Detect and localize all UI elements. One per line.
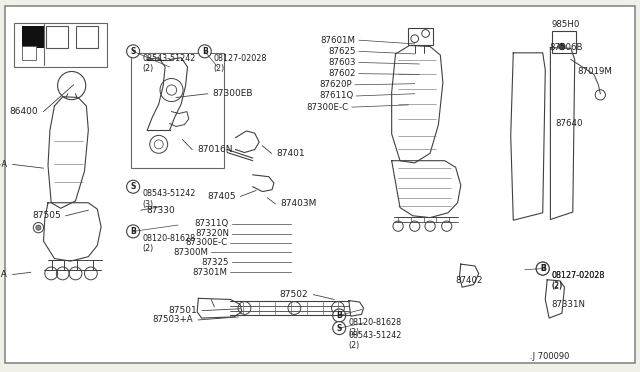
Text: 87620P: 87620P	[319, 80, 352, 89]
Text: B: B	[337, 311, 342, 320]
Text: 87402: 87402	[456, 276, 483, 285]
Text: 87611Q: 87611Q	[319, 92, 353, 100]
Text: 08127-02028
(2): 08127-02028 (2)	[552, 271, 605, 291]
Circle shape	[127, 225, 140, 238]
Text: 87602: 87602	[328, 69, 356, 78]
Text: 87506B: 87506B	[549, 43, 582, 52]
Text: B: B	[202, 47, 207, 56]
Text: S: S	[131, 47, 136, 56]
Text: 87325: 87325	[202, 258, 229, 267]
Text: 87503+A: 87503+A	[153, 315, 193, 324]
Text: S: S	[337, 324, 342, 333]
Bar	[552, 31, 576, 53]
Text: 985H0: 985H0	[552, 20, 580, 29]
Text: S: S	[131, 182, 136, 191]
Text: 08120-81628
(2): 08120-81628 (2)	[348, 318, 401, 337]
Text: 87501A: 87501A	[0, 270, 8, 279]
Circle shape	[559, 43, 565, 50]
Text: 87405: 87405	[207, 192, 236, 201]
Bar	[22, 46, 36, 60]
Circle shape	[127, 45, 140, 58]
Bar	[76, 26, 97, 48]
Text: 87401: 87401	[276, 149, 305, 158]
Text: 08127-02028
(2): 08127-02028 (2)	[552, 271, 605, 290]
Text: 87311Q: 87311Q	[195, 219, 229, 228]
Text: 87300E-C: 87300E-C	[185, 238, 227, 247]
Text: 87505+A: 87505+A	[0, 160, 8, 169]
Circle shape	[333, 309, 346, 322]
Text: 87625: 87625	[328, 47, 356, 56]
Text: 87501: 87501	[168, 306, 197, 315]
Circle shape	[333, 322, 346, 334]
Text: 87640: 87640	[556, 119, 583, 128]
Text: 87300EB: 87300EB	[212, 89, 253, 98]
Bar	[131, 53, 224, 168]
Bar	[22, 26, 44, 48]
Text: 87301M: 87301M	[192, 268, 227, 277]
Text: 08543-51242
(2): 08543-51242 (2)	[142, 54, 195, 73]
Text: 08120-81628
(2): 08120-81628 (2)	[142, 234, 195, 253]
Text: 87502: 87502	[280, 290, 308, 299]
Text: B: B	[540, 264, 545, 273]
Circle shape	[536, 262, 549, 275]
Bar	[14, 23, 107, 67]
Text: 87016N: 87016N	[197, 145, 232, 154]
Text: 87019M: 87019M	[577, 67, 612, 76]
Text: 87331N: 87331N	[552, 300, 586, 309]
Circle shape	[36, 225, 41, 230]
Text: B: B	[131, 227, 136, 236]
Text: 86400: 86400	[10, 107, 38, 116]
Text: 87300E-C: 87300E-C	[307, 103, 349, 112]
Bar	[408, 28, 433, 45]
Text: .J 700090: .J 700090	[530, 352, 570, 361]
Text: 08543-51242
(2): 08543-51242 (2)	[348, 331, 401, 350]
Text: 87603: 87603	[328, 58, 356, 67]
Text: 87330: 87330	[146, 206, 175, 215]
Text: 87320N: 87320N	[195, 229, 229, 238]
Text: 87403M: 87403M	[280, 199, 317, 208]
Text: 87300M: 87300M	[173, 248, 208, 257]
Text: 08127-02028
(2): 08127-02028 (2)	[214, 54, 267, 73]
Text: 08543-51242
(3): 08543-51242 (3)	[142, 189, 195, 209]
Bar	[46, 26, 68, 48]
Circle shape	[536, 262, 549, 275]
Text: B: B	[540, 264, 545, 273]
Circle shape	[198, 45, 211, 58]
Circle shape	[127, 180, 140, 193]
Text: 87601M: 87601M	[321, 36, 356, 45]
Text: 87505: 87505	[32, 211, 61, 220]
